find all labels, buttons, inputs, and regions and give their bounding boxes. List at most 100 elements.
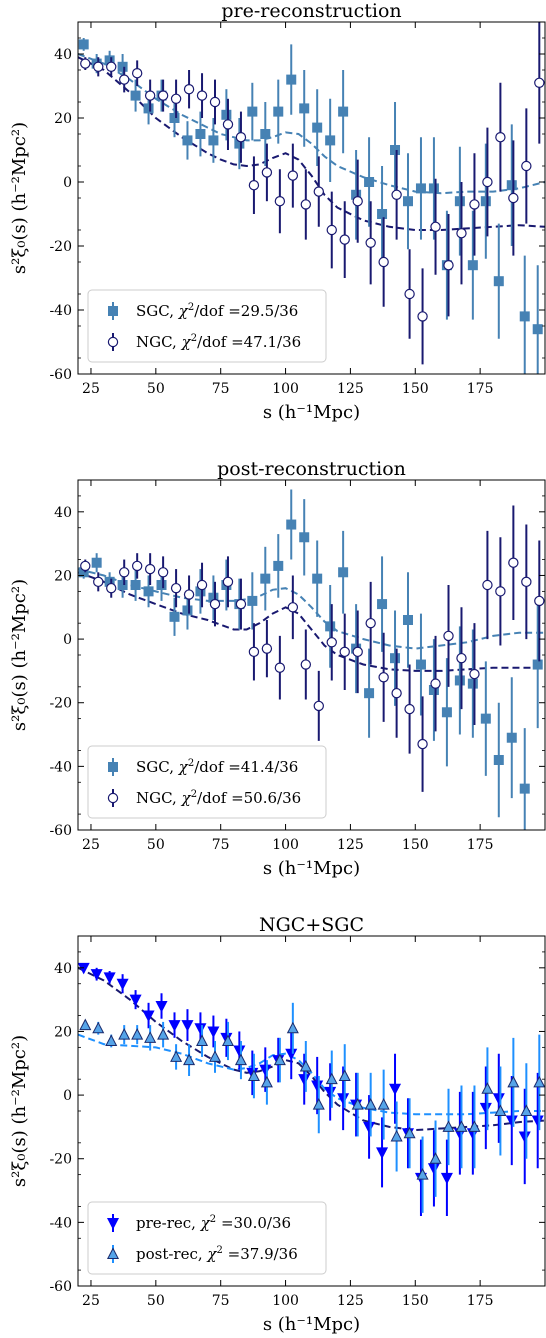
data-point xyxy=(222,119,234,130)
data-point xyxy=(287,602,299,613)
legend-label: NGC, χ2/dof =47.1/36 xyxy=(136,333,301,351)
data-point xyxy=(209,598,221,610)
data-point xyxy=(155,1001,168,1013)
data-point xyxy=(469,199,480,210)
data-point xyxy=(129,994,142,1007)
data-point xyxy=(428,183,439,194)
data-point xyxy=(521,160,532,172)
y-tick-label: -60 xyxy=(49,367,72,383)
legend-label: pre-rec, χ2 =30.0/36 xyxy=(136,1214,291,1232)
data-point xyxy=(416,1168,429,1180)
x-tick-label: 50 xyxy=(147,381,165,397)
data-point xyxy=(377,209,388,219)
data-point xyxy=(313,700,324,712)
data-point xyxy=(338,567,349,578)
data-point xyxy=(196,1034,209,1046)
data-point xyxy=(391,189,402,200)
y-tick-label: -40 xyxy=(49,1215,72,1231)
data-point xyxy=(352,646,363,658)
data-point xyxy=(182,605,193,616)
data-point xyxy=(300,659,312,670)
data-point xyxy=(532,659,543,670)
x-tick-label: 25 xyxy=(82,381,100,397)
data-point xyxy=(480,713,491,724)
data-point xyxy=(468,1120,481,1132)
series-pre-rec xyxy=(78,962,544,1216)
data-point xyxy=(388,1083,402,1096)
data-point xyxy=(208,135,219,146)
x-axis-label: s (h⁻¹Mpc) xyxy=(263,1314,360,1335)
data-point xyxy=(273,560,284,571)
data-point xyxy=(365,617,376,629)
model-line-2 xyxy=(78,1033,545,1116)
data-point xyxy=(495,586,506,597)
data-point xyxy=(286,74,297,85)
data-point xyxy=(168,1020,181,1032)
data-point xyxy=(103,972,116,984)
data-point xyxy=(427,1163,440,1175)
x-tick-label: 75 xyxy=(212,381,230,397)
series-post-rec xyxy=(79,1002,545,1213)
data-point xyxy=(117,61,128,72)
legend-label: NGC, χ2/dof =50.6/36 xyxy=(136,789,301,807)
data-point xyxy=(248,179,260,191)
y-axis-label: s²ξ₀(s) (h⁻²Mpc²) xyxy=(9,122,30,274)
data-point xyxy=(363,1121,376,1134)
data-point xyxy=(181,1020,194,1032)
data-point xyxy=(469,668,480,680)
x-tick-label: 150 xyxy=(402,381,429,397)
x-axis-label: s (h⁻¹Mpc) xyxy=(263,402,360,423)
data-point xyxy=(377,599,388,610)
data-point xyxy=(131,560,143,572)
data-point xyxy=(519,783,530,794)
legend-box xyxy=(87,1201,327,1275)
data-point xyxy=(286,1021,299,1034)
x-tick-label: 100 xyxy=(272,1293,299,1309)
data-point xyxy=(339,234,350,245)
data-point xyxy=(325,621,336,632)
data-point xyxy=(234,1053,247,1066)
y-tick-label: 40 xyxy=(54,47,72,63)
data-point xyxy=(492,1093,505,1105)
data-point xyxy=(299,1059,312,1072)
data-point xyxy=(479,1102,492,1115)
data-point xyxy=(183,83,195,95)
data-point xyxy=(144,1031,157,1043)
data-point xyxy=(273,106,284,117)
data-point xyxy=(326,637,337,648)
data-point xyxy=(118,1028,131,1040)
data-point xyxy=(170,582,182,594)
data-point xyxy=(402,615,413,625)
data-point xyxy=(157,90,169,101)
plot-area xyxy=(78,962,545,1216)
y-tick-label: 0 xyxy=(63,632,72,648)
legend-marker xyxy=(107,792,119,804)
plot-area xyxy=(78,489,545,830)
x-tick-label: 125 xyxy=(337,1293,364,1309)
x-tick-label: 125 xyxy=(337,381,364,397)
data-point xyxy=(274,195,286,207)
data-point xyxy=(520,1104,533,1116)
data-point xyxy=(440,1172,453,1185)
data-point xyxy=(221,109,232,120)
model-line-1 xyxy=(78,53,545,195)
data-point xyxy=(377,1098,390,1110)
data-point xyxy=(325,135,336,146)
chart-title: NGC+SGC xyxy=(259,914,364,936)
data-point xyxy=(169,113,180,123)
data-point xyxy=(390,653,401,664)
data-point xyxy=(442,1120,455,1132)
data-point xyxy=(454,675,465,686)
data-point xyxy=(144,563,156,575)
data-point xyxy=(365,237,376,248)
data-point xyxy=(196,90,208,101)
data-point xyxy=(482,176,493,188)
data-point xyxy=(495,131,506,143)
data-point xyxy=(79,1018,92,1031)
data-point xyxy=(417,738,428,750)
x-tick-label: 150 xyxy=(402,837,429,853)
data-point xyxy=(106,61,117,73)
legend-label: post-rec, χ2 =37.9/36 xyxy=(136,1245,298,1263)
data-point xyxy=(508,192,519,204)
